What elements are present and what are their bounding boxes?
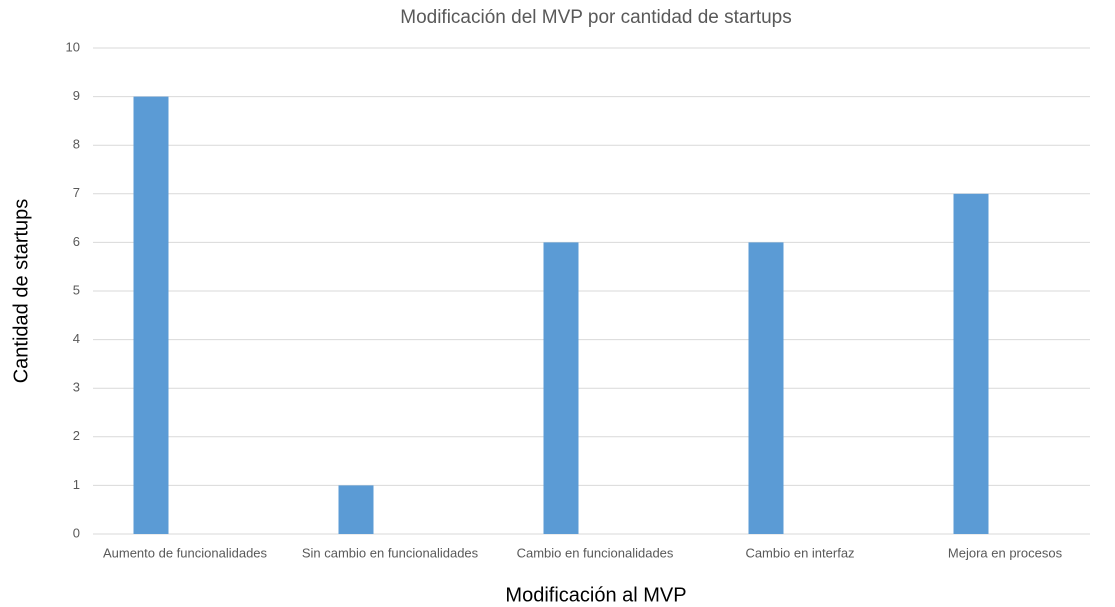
y-tick-label: 3 <box>73 380 80 395</box>
bar <box>338 485 374 534</box>
y-tick-label: 7 <box>73 185 80 200</box>
y-tick-label: 8 <box>73 137 80 152</box>
x-tick-label: Aumento de funcionalidades <box>103 545 268 560</box>
y-tick-label: 1 <box>73 477 80 492</box>
y-tick-label: 6 <box>73 234 80 249</box>
x-axis-title: Modificación al MVP <box>505 584 686 606</box>
y-tick-label: 2 <box>73 428 80 443</box>
chart-title: Modificación del MVP por cantidad de sta… <box>400 7 791 28</box>
y-tick-label: 9 <box>73 88 80 103</box>
x-tick-label: Cambio en funcionalidades <box>517 545 674 560</box>
y-tick-label: 0 <box>73 525 80 540</box>
bar <box>953 193 989 535</box>
bar <box>543 242 579 534</box>
y-axis-title: Cantidad de startups <box>10 199 32 384</box>
y-tick-label: 5 <box>73 282 80 297</box>
bar <box>133 96 169 534</box>
bar <box>748 242 784 534</box>
y-tick-label: 10 <box>66 39 80 54</box>
x-tick-label: Sin cambio en funcionalidades <box>302 545 479 560</box>
x-tick-label: Mejora en procesos <box>948 545 1063 560</box>
x-tick-label: Cambio en interfaz <box>745 545 854 560</box>
y-tick-label: 4 <box>73 331 80 346</box>
